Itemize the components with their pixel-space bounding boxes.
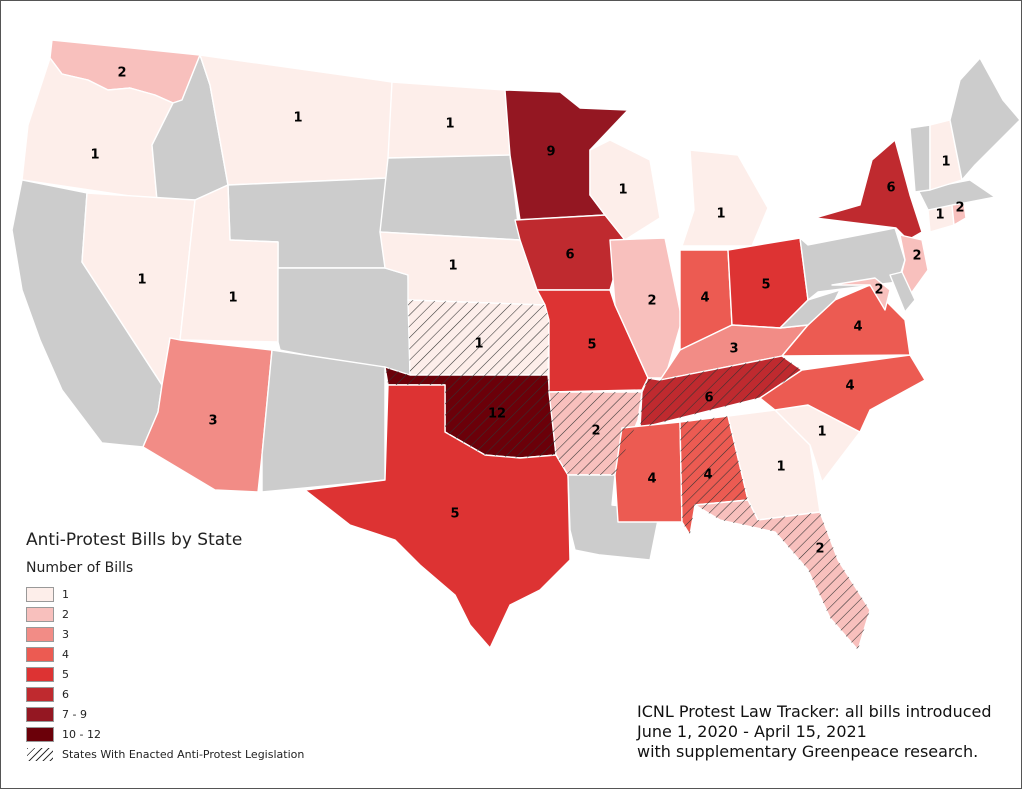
legend-row: 10 - 12 xyxy=(26,724,304,744)
state-nh-count: 1 xyxy=(941,155,950,170)
state-va-count: 4 xyxy=(853,320,862,335)
state-fl xyxy=(694,499,871,651)
state-ok-count: 12 xyxy=(488,407,506,422)
state-wi xyxy=(589,139,661,241)
state-md xyxy=(831,277,891,311)
state-wa-count: 2 xyxy=(117,66,126,81)
legend-swatch xyxy=(26,626,54,642)
legend-swatch xyxy=(26,706,54,722)
source-note: ICNL Protest Law Tracker: all bills intr… xyxy=(637,702,992,762)
legend-swatch xyxy=(26,646,54,662)
state-mn-count: 9 xyxy=(546,145,555,160)
legend-label: 4 xyxy=(62,647,69,661)
legend-swatch xyxy=(26,606,54,622)
legend-swatch xyxy=(26,686,54,702)
legend-hatch-label: States With Enacted Anti-Protest Legisla… xyxy=(62,747,305,761)
legend-label: 7 - 9 xyxy=(62,707,87,721)
state-tn-count: 6 xyxy=(704,391,713,406)
legend-label: 5 xyxy=(62,667,69,681)
state-tx-count: 5 xyxy=(450,507,459,522)
legend-row-enacted: States With Enacted Anti-Protest Legisla… xyxy=(26,744,304,764)
state-me xyxy=(949,57,1021,181)
legend-label: 6 xyxy=(62,687,69,701)
state-md-count: 2 xyxy=(874,283,883,298)
state-ms-count: 4 xyxy=(647,472,656,487)
state-sd xyxy=(379,154,521,241)
state-az-count: 3 xyxy=(208,414,217,429)
state-or-count: 1 xyxy=(90,148,99,163)
legend-row: 3 xyxy=(26,624,304,644)
legend-swatch xyxy=(26,726,54,742)
state-oh-count: 5 xyxy=(761,278,770,293)
state-mi xyxy=(681,149,769,247)
legend-title: Anti-Protest Bills by State xyxy=(26,530,243,550)
legend-row: 4 xyxy=(26,644,304,664)
source-line-1: ICNL Protest Law Tracker: all bills intr… xyxy=(637,702,992,721)
legend-label: 10 - 12 xyxy=(62,727,101,741)
state-mi-count: 1 xyxy=(716,207,725,222)
legend-swatch xyxy=(26,586,54,602)
state-or xyxy=(21,57,174,201)
state-al-count: 4 xyxy=(703,468,712,483)
legend-label: 1 xyxy=(62,587,69,601)
source-line-2: June 1, 2020 - April 15, 2021 xyxy=(637,722,867,741)
state-wi-count: 1 xyxy=(618,183,627,198)
state-in-count: 4 xyxy=(700,291,709,306)
hatch-swatch xyxy=(26,746,54,762)
state-mo-count: 5 xyxy=(587,338,596,353)
state-nd-count: 1 xyxy=(445,117,454,132)
state-nj-count: 2 xyxy=(912,249,921,264)
legend-label: 3 xyxy=(62,627,69,641)
legend-row: 6 xyxy=(26,684,304,704)
state-mt-count: 1 xyxy=(293,111,302,126)
state-ne-count: 1 xyxy=(448,259,457,274)
legend-rows: 1 2 3 4 5 6 7 - 9 10 - 12 xyxy=(26,584,304,744)
legend-subtitle: Number of Bills xyxy=(26,560,134,576)
state-de xyxy=(889,271,916,313)
source-line-3: with supplementary Greenpeace research. xyxy=(637,742,979,761)
state-ia-count: 6 xyxy=(565,248,574,263)
legend-row: 7 - 9 xyxy=(26,704,304,724)
state-sc-count: 1 xyxy=(817,425,826,440)
state-nm xyxy=(261,349,386,493)
map-legend: Anti-Protest Bills by State Number of Bi… xyxy=(26,530,304,764)
legend-label: 2 xyxy=(62,607,69,621)
state-fl-count: 2 xyxy=(815,542,824,557)
state-nv-count: 1 xyxy=(137,273,146,288)
state-ks-count: 1 xyxy=(474,337,483,352)
state-nc-count: 4 xyxy=(845,379,854,394)
legend-row: 1 xyxy=(26,584,304,604)
state-ga-count: 1 xyxy=(776,460,785,475)
state-la xyxy=(567,474,661,561)
state-ny-count: 6 xyxy=(886,181,895,196)
state-vt xyxy=(909,124,931,193)
state-ct-count: 1 xyxy=(935,208,944,223)
state-il-count: 2 xyxy=(647,294,656,309)
state-ny xyxy=(814,139,923,241)
state-ut-count: 1 xyxy=(228,291,237,306)
state-ri-count: 2 xyxy=(955,201,964,216)
state-wv xyxy=(779,289,841,329)
state-ar-count: 2 xyxy=(591,424,600,439)
legend-row: 2 xyxy=(26,604,304,624)
legend-row: 5 xyxy=(26,664,304,684)
state-ky-count: 3 xyxy=(729,342,738,357)
legend-swatch xyxy=(26,666,54,682)
